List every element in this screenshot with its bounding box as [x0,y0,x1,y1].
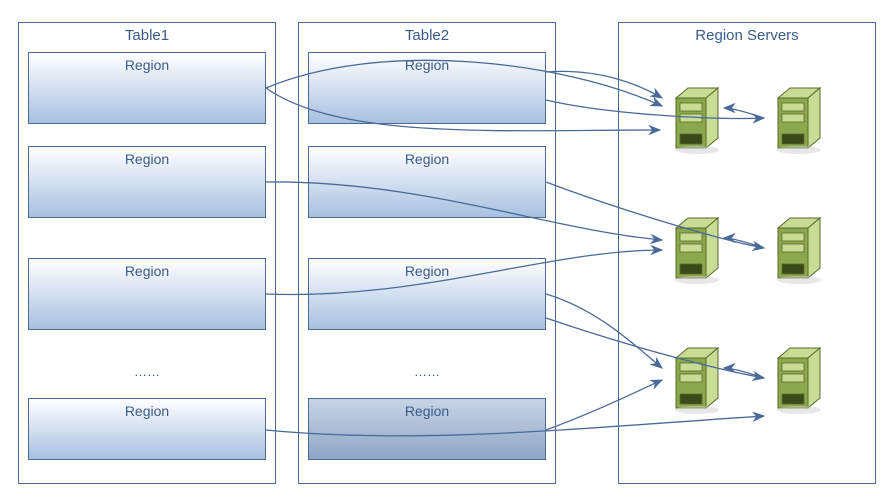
server-icon-3 [770,208,828,286]
table1-region-3: Region [28,398,266,460]
table2-region-0: Region [308,52,546,124]
table2-region-1: Region [308,146,546,218]
table1-region-1: Region [28,146,266,218]
server-icon-4 [668,338,726,416]
table1-ellipsis: …… [18,364,276,379]
server-icon-0 [668,78,726,156]
table2-title: Table2 [299,23,555,50]
servers-title: Region Servers [619,23,875,50]
server-icon-2 [668,208,726,286]
table1-region-0: Region [28,52,266,124]
table2-region-2: Region [308,258,546,330]
server-icon-1 [770,78,828,156]
table1-region-2: Region [28,258,266,330]
table1-title: Table1 [19,23,275,50]
server-icon-5 [770,338,828,416]
servers-container: Region Servers [618,22,876,484]
table2-ellipsis: …… [298,364,556,379]
table2-region-3: Region [308,398,546,460]
